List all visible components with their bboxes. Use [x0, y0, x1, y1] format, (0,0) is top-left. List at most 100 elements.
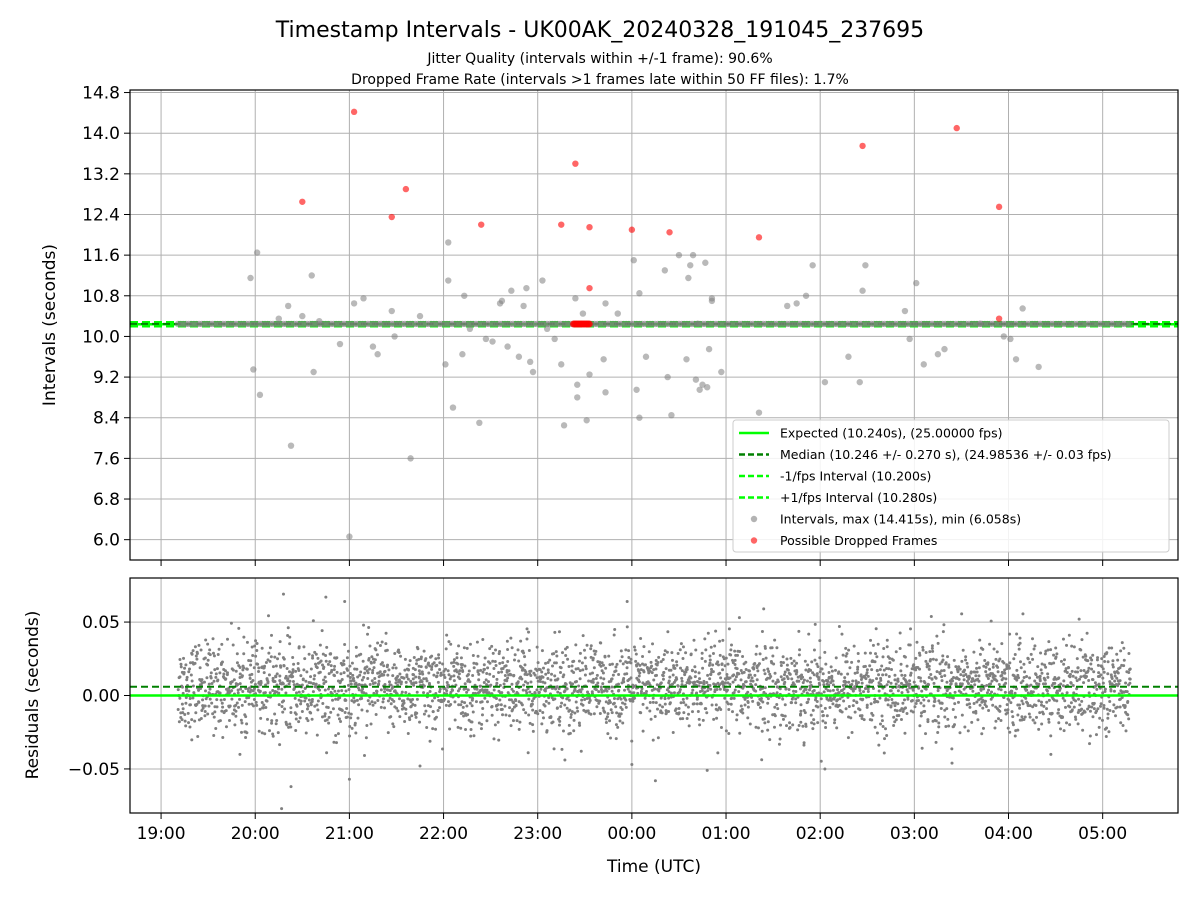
residual-point	[398, 715, 402, 719]
residual-point	[301, 690, 305, 694]
residual-point	[746, 705, 750, 709]
residual-point	[1088, 742, 1092, 746]
residual-point	[1044, 665, 1048, 669]
residual-point	[1103, 687, 1107, 691]
residual-point	[977, 674, 981, 678]
dropped-frame-point	[859, 142, 866, 150]
residual-point	[1102, 654, 1106, 658]
residual-point	[452, 658, 456, 662]
residual-point	[651, 696, 655, 700]
residual-point	[536, 661, 540, 665]
residual-point	[933, 699, 937, 703]
residual-point	[920, 711, 924, 715]
residual-point	[797, 629, 801, 633]
residual-point	[896, 689, 900, 693]
residual-point	[629, 657, 633, 661]
residual-point	[888, 656, 892, 660]
residual-point	[1116, 671, 1120, 675]
residual-point	[434, 657, 438, 661]
x-axis-label: Time (UTC)	[606, 857, 701, 877]
residual-point	[286, 634, 290, 638]
residual-point	[692, 638, 696, 642]
residual-point	[527, 630, 531, 634]
residual-point	[371, 703, 375, 707]
residual-point	[984, 705, 988, 709]
residual-point	[706, 673, 710, 677]
residual-point	[259, 679, 263, 683]
residual-point	[409, 679, 413, 683]
interval-point	[793, 300, 800, 307]
interval-point	[668, 411, 675, 419]
residual-point	[936, 714, 940, 718]
residual-point	[458, 687, 462, 691]
residual-point	[574, 700, 578, 704]
residual-point	[190, 679, 194, 683]
residual-point	[1119, 649, 1123, 653]
residual-point	[557, 687, 561, 691]
residual-point	[609, 708, 613, 712]
residual-point	[928, 650, 932, 654]
residual-point	[686, 705, 690, 709]
residual-point	[1062, 679, 1066, 683]
residual-point	[922, 698, 926, 702]
interval-point	[407, 455, 414, 462]
residual-point	[601, 663, 605, 667]
residual-point	[897, 713, 901, 717]
residual-point	[181, 707, 185, 711]
residual-point	[1082, 681, 1086, 685]
residual-point	[552, 652, 556, 656]
residual-point	[539, 687, 543, 691]
residual-point	[759, 696, 763, 700]
residual-point	[488, 672, 492, 676]
residual-point	[958, 731, 962, 735]
residual-point	[470, 720, 474, 724]
residual-point	[366, 699, 370, 703]
residual-point	[337, 717, 341, 721]
residual-point	[526, 687, 530, 691]
residual-point	[1035, 675, 1039, 679]
residual-point	[602, 677, 606, 681]
residual-point	[850, 683, 854, 687]
residual-point	[522, 683, 526, 687]
residual-point	[1123, 704, 1127, 708]
residual-point	[705, 681, 709, 685]
residual-point	[224, 687, 228, 691]
residual-point	[655, 707, 659, 711]
residual-point	[1068, 723, 1072, 727]
residual-point	[598, 660, 602, 664]
residual-point	[538, 680, 542, 684]
residual-point	[179, 715, 183, 719]
residual-point	[182, 671, 186, 675]
residual-point	[687, 712, 691, 716]
residual-point	[966, 682, 970, 686]
residual-point	[1068, 705, 1072, 709]
residual-point	[747, 669, 751, 673]
residual-point	[592, 712, 596, 716]
residual-point	[1053, 681, 1057, 685]
residual-point	[944, 725, 948, 729]
residual-point	[490, 704, 494, 708]
residual-point	[1074, 699, 1078, 703]
residual-point	[193, 719, 197, 723]
residual-point	[212, 654, 216, 658]
residual-point	[647, 650, 651, 654]
residual-point	[1116, 658, 1120, 662]
residual-point	[1101, 681, 1105, 685]
top-y-tick-label: 8.4	[93, 409, 120, 429]
residual-point	[529, 669, 533, 673]
interval-point	[256, 391, 264, 399]
residual-point	[543, 689, 547, 693]
residual-point	[424, 709, 428, 713]
residual-point	[1128, 677, 1132, 681]
residual-point	[492, 667, 496, 671]
residual-point	[985, 673, 989, 677]
residual-point	[536, 712, 540, 716]
residual-point	[471, 710, 475, 714]
interval-point	[336, 340, 344, 348]
residual-point	[919, 701, 923, 705]
residual-point	[550, 664, 554, 668]
residual-point	[1065, 721, 1069, 725]
residual-point	[735, 713, 739, 717]
residual-point	[346, 683, 350, 687]
residual-point	[424, 657, 428, 661]
